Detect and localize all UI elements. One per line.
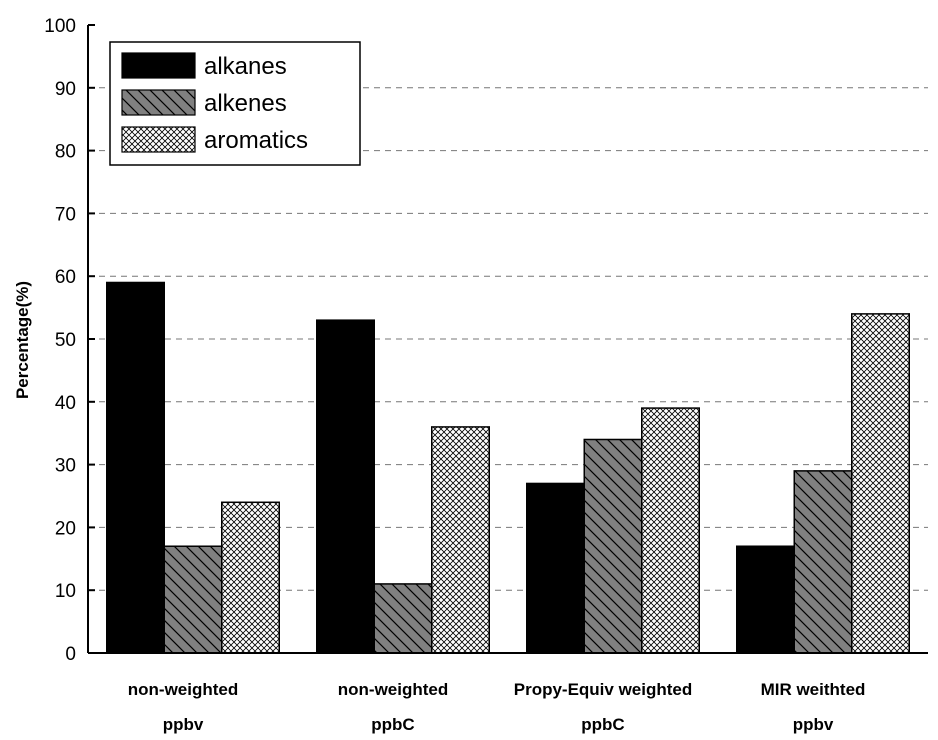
gridlines: [88, 87, 928, 591]
x-category-label: ppbC: [371, 715, 414, 734]
y-tick-label: 90: [55, 79, 76, 100]
bar-aromatics: [851, 313, 910, 654]
legend-swatch-aromatics: [121, 126, 196, 153]
x-category-label: MIR weithted: [761, 680, 866, 699]
bar-alkanes: [736, 545, 795, 654]
x-category-label: ppbC: [581, 715, 624, 734]
legend-label-alkanes: alkanes: [204, 53, 287, 80]
legend: alkanes alkenes aromatics: [109, 41, 361, 166]
bar-alkenes: [163, 545, 223, 654]
x-category-label: non-weighted: [128, 680, 238, 699]
y-tick-label: 30: [55, 456, 76, 477]
legend-swatch-alkenes: [121, 89, 196, 116]
bar-alkenes: [583, 438, 643, 654]
y-tick-labels: 0 10 20 30 40 50 60 70 80 90 100: [44, 16, 76, 665]
x-category-label: ppbv: [163, 715, 204, 734]
y-tick-label: 80: [55, 142, 76, 163]
legend-label-aromatics: aromatics: [204, 127, 308, 154]
bars-group: [106, 281, 910, 654]
legend-label-alkenes: alkenes: [204, 90, 287, 117]
y-tick-label: 0: [65, 644, 76, 665]
x-category-labels: non-weighted ppbv non-weighted ppbC Propy-Eq…: [128, 680, 866, 734]
y-tick-label: 50: [55, 330, 76, 351]
bar-alkanes: [106, 281, 165, 654]
x-category-label: non-weighted: [338, 680, 448, 699]
y-axis-title: Percentage(%): [13, 281, 32, 399]
y-tick-label: 10: [55, 581, 76, 602]
y-tick-label: 100: [44, 16, 76, 37]
bar-aromatics: [221, 501, 280, 654]
bar-aromatics: [641, 407, 700, 654]
legend-swatch-alkanes: [121, 52, 196, 79]
bar-alkanes: [526, 482, 585, 654]
x-category-label: Propy-Equiv weighted: [514, 680, 693, 699]
axes: [87, 24, 928, 654]
bar-alkanes: [316, 319, 375, 654]
bar-aromatics: [431, 426, 490, 654]
y-tick-label: 40: [55, 393, 76, 414]
y-tick-label: 60: [55, 267, 76, 288]
x-category-label: ppbv: [793, 715, 834, 734]
y-tick-label: 70: [55, 204, 76, 225]
bar-alkenes: [373, 583, 433, 654]
y-tick-label: 20: [55, 518, 76, 539]
bar-alkenes: [793, 470, 853, 654]
